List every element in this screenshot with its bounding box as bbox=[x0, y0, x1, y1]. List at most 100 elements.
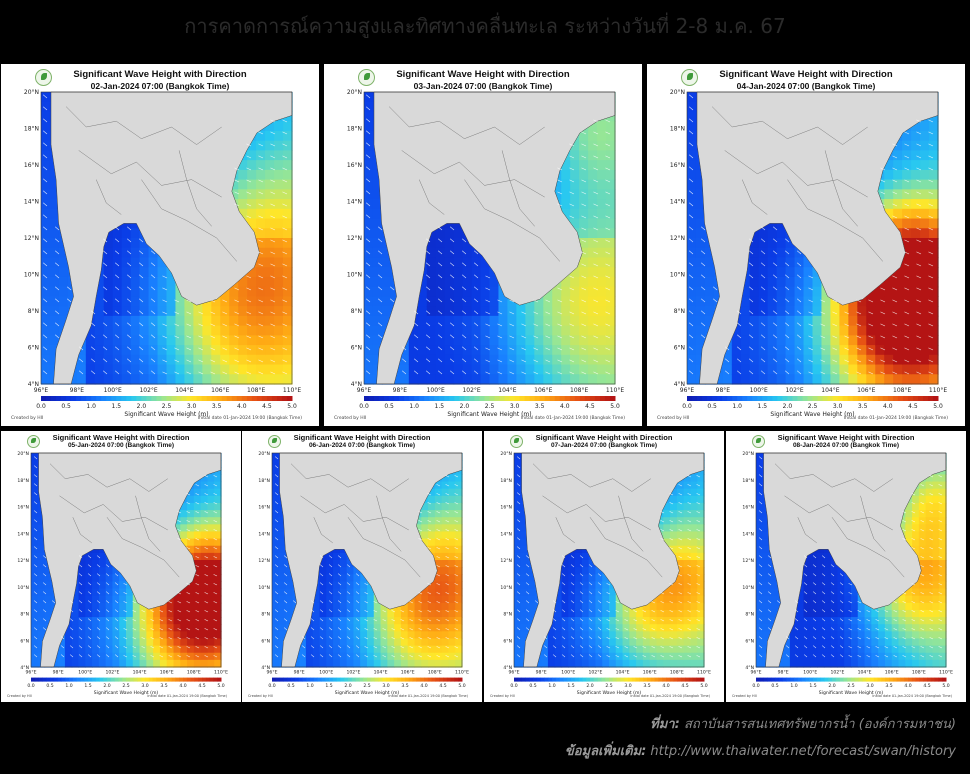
lon-tick-label: 104°E bbox=[821, 387, 839, 394]
lat-tick-label: 12°N bbox=[347, 235, 362, 242]
colorbar-tick-label: 4.0 bbox=[179, 683, 186, 689]
lon-tick-label: 110°E bbox=[929, 387, 947, 394]
province-border bbox=[65, 106, 222, 145]
lat-tick-label: 20°N bbox=[500, 451, 512, 457]
colorbar-tick-label: 0.0 bbox=[510, 683, 517, 689]
colorbar-tick-label: 1.5 bbox=[112, 403, 122, 410]
colorbar-label: Significant Wave Height (m) bbox=[447, 411, 531, 418]
map-title: Significant Wave Height with Direction bbox=[535, 433, 673, 442]
map-frame bbox=[271, 452, 463, 668]
province-border bbox=[59, 495, 168, 531]
colorbar-tick-label: 3.5 bbox=[885, 683, 892, 689]
map-title: Significant Wave Height with Direction bbox=[396, 69, 570, 80]
map-frame bbox=[30, 452, 222, 668]
lon-tick-label: 104°E bbox=[858, 670, 872, 676]
province-border bbox=[784, 495, 893, 531]
lat-tick-label: 10°N bbox=[258, 585, 270, 591]
colorbar-label: Significant Wave Height (m) bbox=[94, 690, 159, 696]
colorbar-tick-label: 4.5 bbox=[262, 403, 272, 410]
province-border bbox=[141, 179, 237, 262]
map-title: Significant Wave Height with Direction bbox=[719, 69, 893, 80]
colorbar-tick-label: 2.5 bbox=[485, 403, 495, 410]
colorbar-tick-label: 4.0 bbox=[883, 403, 893, 410]
lat-tick-label: 16°N bbox=[258, 505, 270, 511]
hii-logo bbox=[752, 435, 765, 448]
lat-tick-label: 18°N bbox=[742, 478, 754, 484]
colorbar-label: Significant Wave Height (m) bbox=[124, 411, 208, 418]
colorbar-tick-label: 0.5 bbox=[707, 403, 717, 410]
colorbar-tick-label: 2.0 bbox=[828, 683, 835, 689]
wave-direction-arrows bbox=[42, 94, 288, 375]
lat-tick-label: 6°N bbox=[503, 638, 512, 644]
lon-tick-label: 106°E bbox=[534, 387, 552, 394]
colorbar bbox=[272, 677, 463, 682]
lon-tick-label: 98°E bbox=[53, 670, 64, 676]
lat-tick-label: 16°N bbox=[500, 505, 512, 511]
colorbar-tick-label: 3.0 bbox=[187, 403, 197, 410]
colorbar-tick-label: 0.5 bbox=[384, 403, 394, 410]
wave-map-panel: Significant Wave Height with Direction 0… bbox=[324, 64, 642, 426]
more-info-link[interactable]: http://www.thaiwater.net/forecast/swan/h… bbox=[650, 744, 956, 759]
wave-direction-arrows bbox=[365, 94, 611, 375]
land-mass bbox=[763, 452, 947, 668]
colorbar-tick-label: 3.5 bbox=[160, 683, 167, 689]
map-date: 06-Jan-2024 07:00 (Bangkok Time) bbox=[308, 442, 416, 449]
lat-tick-label: 18°N bbox=[24, 126, 39, 133]
lat-tick-label: 12°N bbox=[670, 235, 685, 242]
colorbar-tick-label: 0.5 bbox=[771, 683, 778, 689]
colorbar-tick-label: 3.0 bbox=[866, 683, 873, 689]
lon-tick-label: 98°E bbox=[536, 670, 547, 676]
lat-tick-label: 4°N bbox=[261, 665, 270, 671]
colorbar-tick-label: 5.0 bbox=[942, 683, 949, 689]
created-by-label: Created by HII bbox=[248, 694, 273, 698]
lat-tick-label: 16°N bbox=[742, 505, 754, 511]
lon-tick-label: 96°E bbox=[357, 387, 372, 394]
wave-direction-arrows bbox=[516, 456, 701, 658]
province-border bbox=[135, 495, 161, 552]
lon-tick-label: 110°E bbox=[939, 670, 953, 676]
source-credit: ที่มา: สถาบันสารสนเทศทรัพยากรน้ำ (องค์กา… bbox=[650, 713, 956, 734]
colorbar-tick-label: 1.5 bbox=[809, 683, 816, 689]
lon-tick-label: 110°E bbox=[455, 670, 469, 676]
land-mass bbox=[279, 452, 463, 668]
lat-tick-label: 8°N bbox=[261, 612, 270, 618]
lon-tick-label: 100°E bbox=[78, 670, 92, 676]
lat-tick-label: 4°N bbox=[503, 665, 512, 671]
colorbar-tick-label: 1.5 bbox=[758, 403, 768, 410]
province-border bbox=[388, 106, 545, 145]
colorbar-label: Significant Wave Height (m) bbox=[335, 690, 400, 696]
colorbar-tick-label: 4.0 bbox=[420, 683, 427, 689]
lon-tick-label: 98°E bbox=[294, 670, 305, 676]
colorbar-tick-label: 5.0 bbox=[933, 403, 943, 410]
lon-tick-label: 108°E bbox=[187, 670, 201, 676]
province-border bbox=[347, 517, 421, 578]
lat-tick-label: 10°N bbox=[24, 272, 39, 279]
province-border bbox=[555, 517, 575, 544]
lat-tick-label: 20°N bbox=[347, 89, 362, 96]
source-label: ที่มา: bbox=[650, 717, 680, 732]
page-title: การคาดการณ์ความสูงและทิศทางคลื่นทะเล ระห… bbox=[184, 14, 786, 38]
colorbar-tick-label: 4.0 bbox=[237, 403, 247, 410]
wave-map-panel: Significant Wave Height with Direction 0… bbox=[647, 64, 965, 426]
lon-tick-label: 102°E bbox=[588, 670, 602, 676]
lat-tick-label: 8°N bbox=[745, 612, 754, 618]
lon-tick-label: 96°E bbox=[750, 670, 761, 676]
lon-tick-label: 104°E bbox=[498, 387, 516, 394]
lat-tick-label: 8°N bbox=[351, 308, 362, 315]
lon-tick-label: 106°E bbox=[643, 670, 657, 676]
lon-tick-label: 100°E bbox=[750, 387, 768, 394]
lat-tick-label: 8°N bbox=[20, 612, 29, 618]
colorbar-tick-label: 0.0 bbox=[36, 403, 46, 410]
colorbar-tick-label: 2.5 bbox=[162, 403, 172, 410]
wave-map: 4°N 6°N 8°N 10°N 12°N 14°N 16°N 18°N 20°N 96°E 98°… bbox=[11, 89, 302, 421]
wave-map: 4°N 6°N 8°N 10°N 12°N 14°N 16°N 18°N 20°N 96°E 98°… bbox=[334, 89, 625, 421]
colorbar-tick-label: 0.0 bbox=[359, 403, 369, 410]
colorbar-tick-label: 4.0 bbox=[662, 683, 669, 689]
colorbar-tick-label: 4.5 bbox=[923, 683, 930, 689]
colorbar-tick-label: 4.5 bbox=[585, 403, 595, 410]
colorbar-tick-label: 3.5 bbox=[212, 403, 222, 410]
province-border bbox=[831, 517, 905, 578]
province-border bbox=[313, 517, 333, 544]
map-frame bbox=[513, 452, 705, 668]
lon-tick-label: 96°E bbox=[266, 670, 277, 676]
